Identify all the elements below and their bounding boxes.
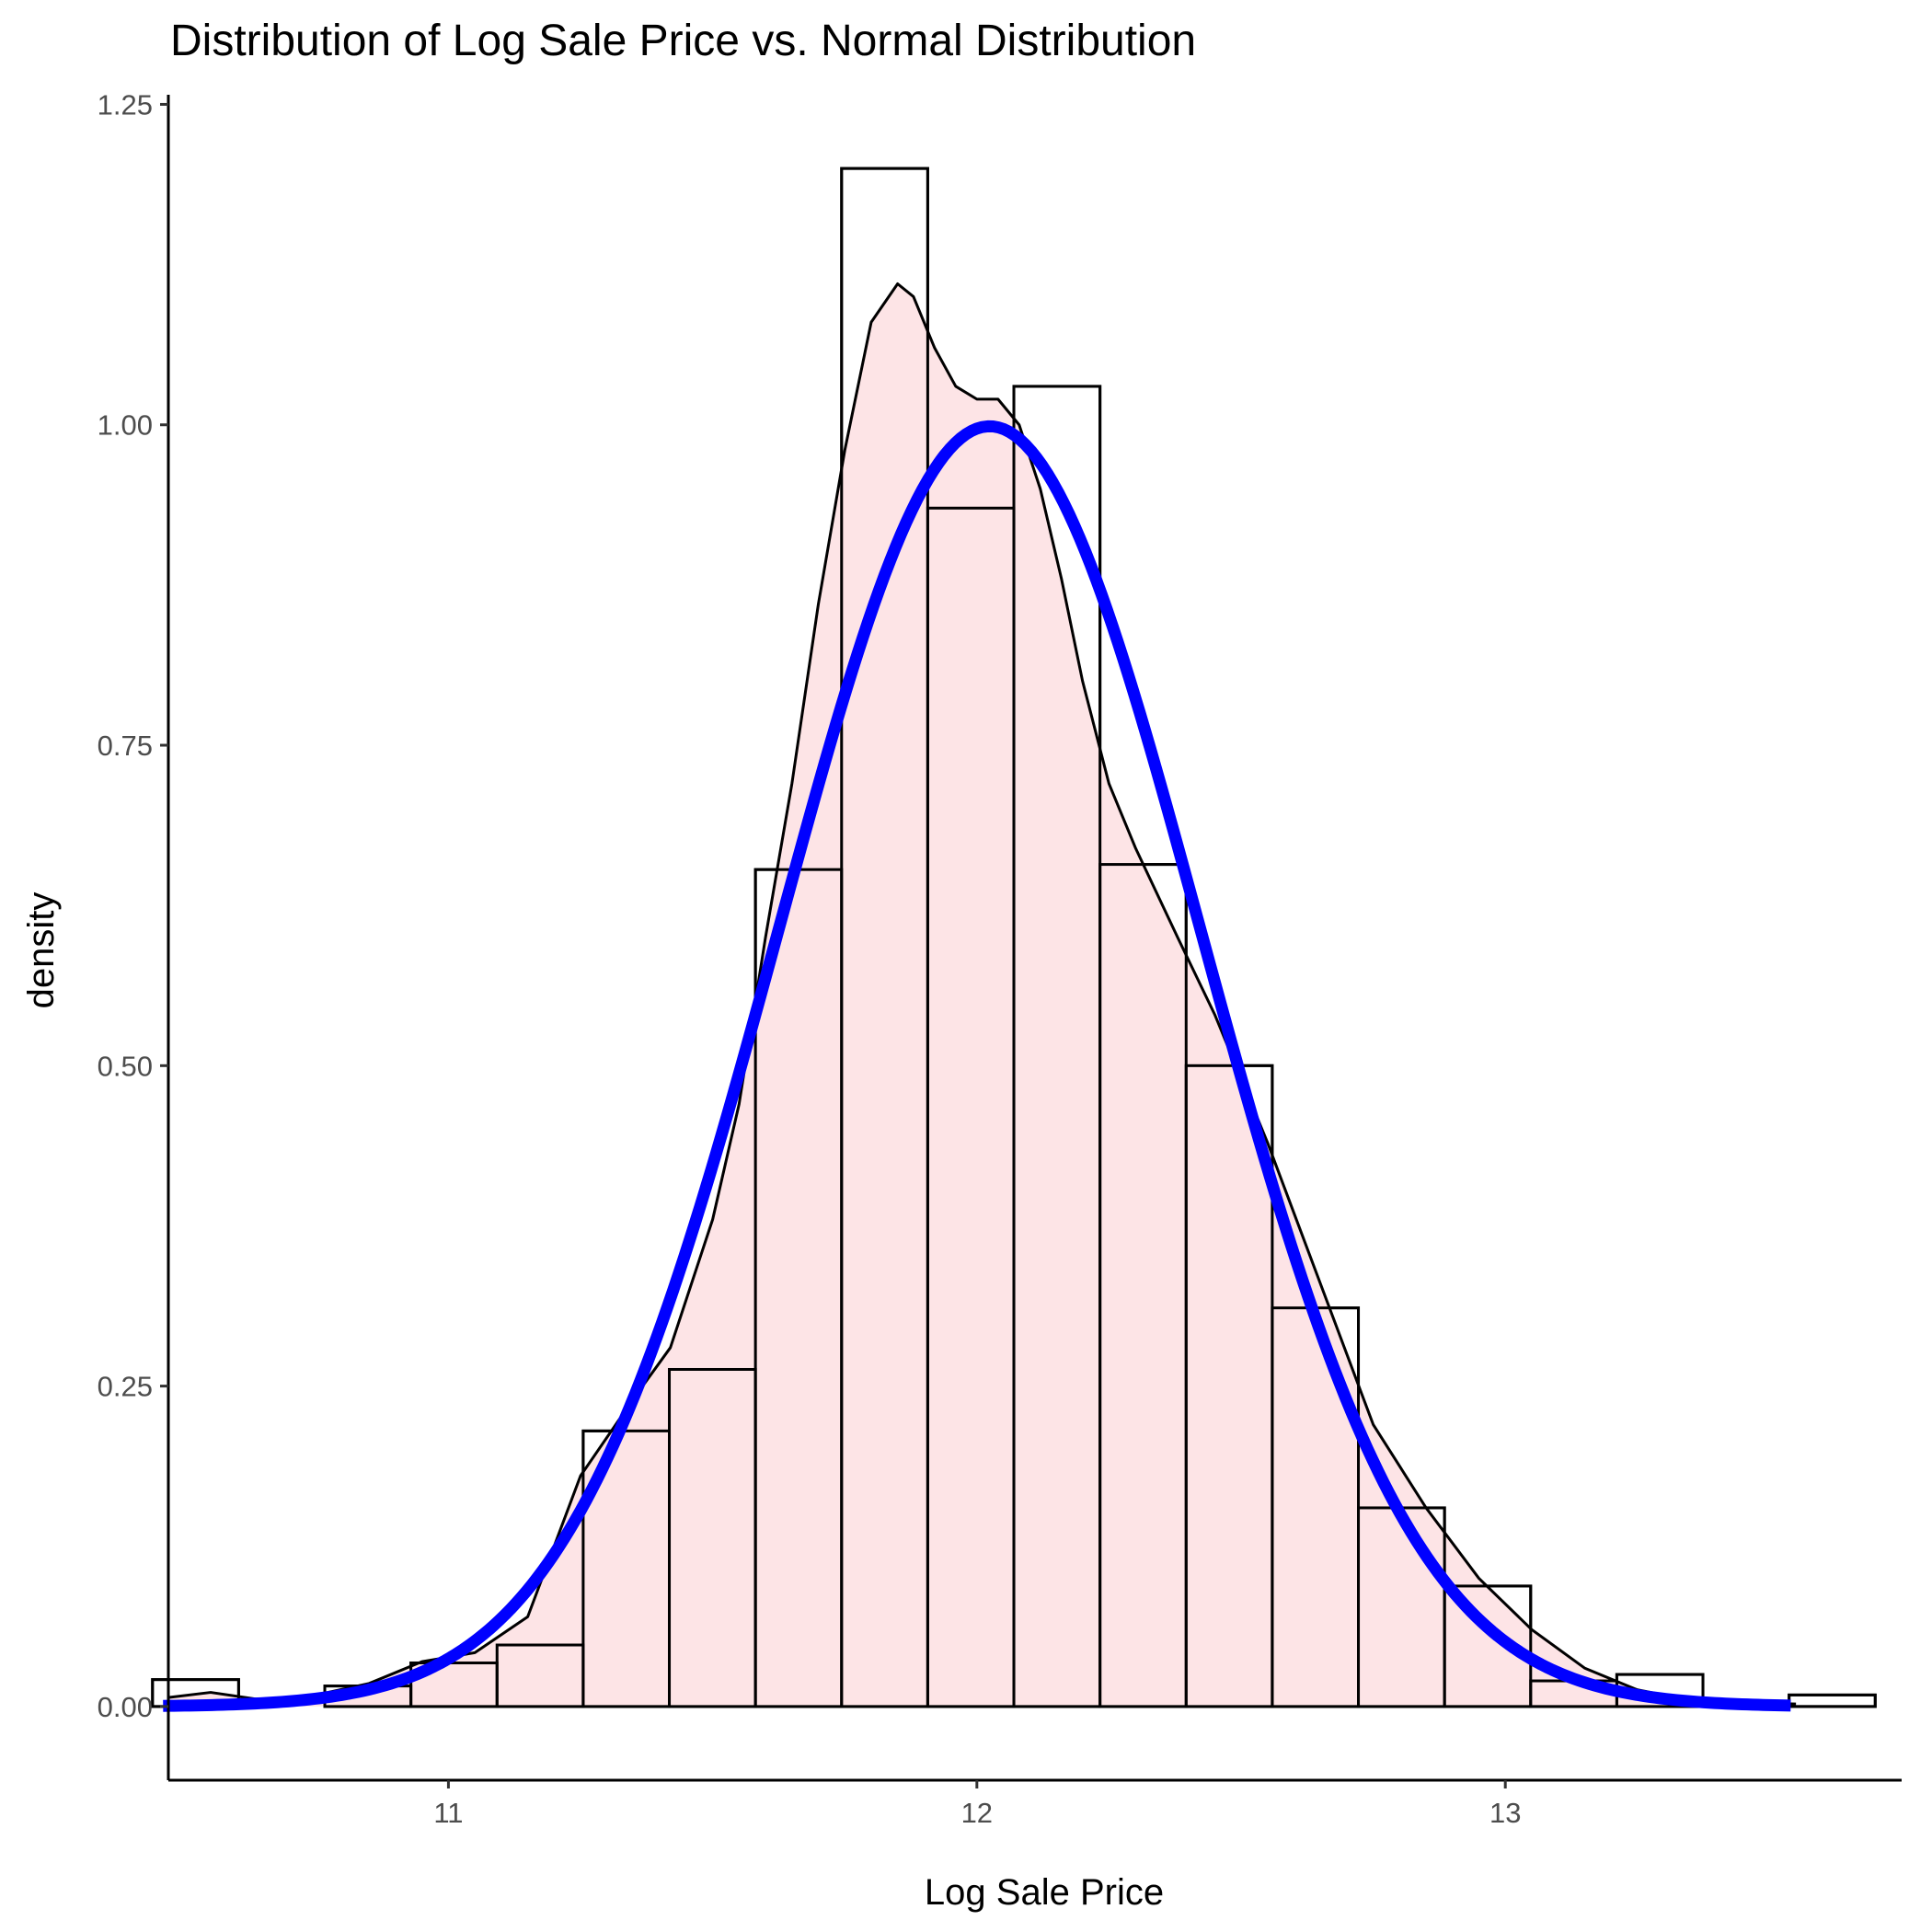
y-tick-label: 0.00 bbox=[98, 1691, 153, 1723]
density-area bbox=[151, 167, 1877, 1708]
y-tick-label: 0.75 bbox=[98, 730, 153, 762]
x-tick-label: 11 bbox=[433, 1797, 463, 1829]
x-tick-label: 13 bbox=[1489, 1797, 1521, 1829]
normal-curve-line bbox=[162, 420, 1791, 1712]
x-axis-ticks: 11 12 13 bbox=[433, 1780, 1521, 1829]
density-fill bbox=[168, 283, 1797, 1707]
y-tick-label: 1.25 bbox=[98, 88, 153, 121]
chart-title: Distribution of Log Sale Price vs. Norma… bbox=[170, 17, 1196, 65]
y-axis-label: density bbox=[21, 892, 62, 1009]
y-tick-label: 0.50 bbox=[98, 1050, 153, 1082]
x-tick-label: 12 bbox=[961, 1797, 993, 1829]
normal-curve bbox=[162, 420, 1791, 1712]
y-tick-label: 0.25 bbox=[98, 1371, 153, 1403]
x-axis-label: Log Sale Price bbox=[925, 1872, 1164, 1913]
histogram-bar-outline bbox=[1443, 1584, 1533, 1708]
histogram-bar bbox=[1788, 1693, 1877, 1708]
y-axis-ticks: 0.00 0.25 0.50 0.75 1.00 1.25 bbox=[98, 88, 168, 1723]
y-tick-label: 1.00 bbox=[98, 409, 153, 442]
